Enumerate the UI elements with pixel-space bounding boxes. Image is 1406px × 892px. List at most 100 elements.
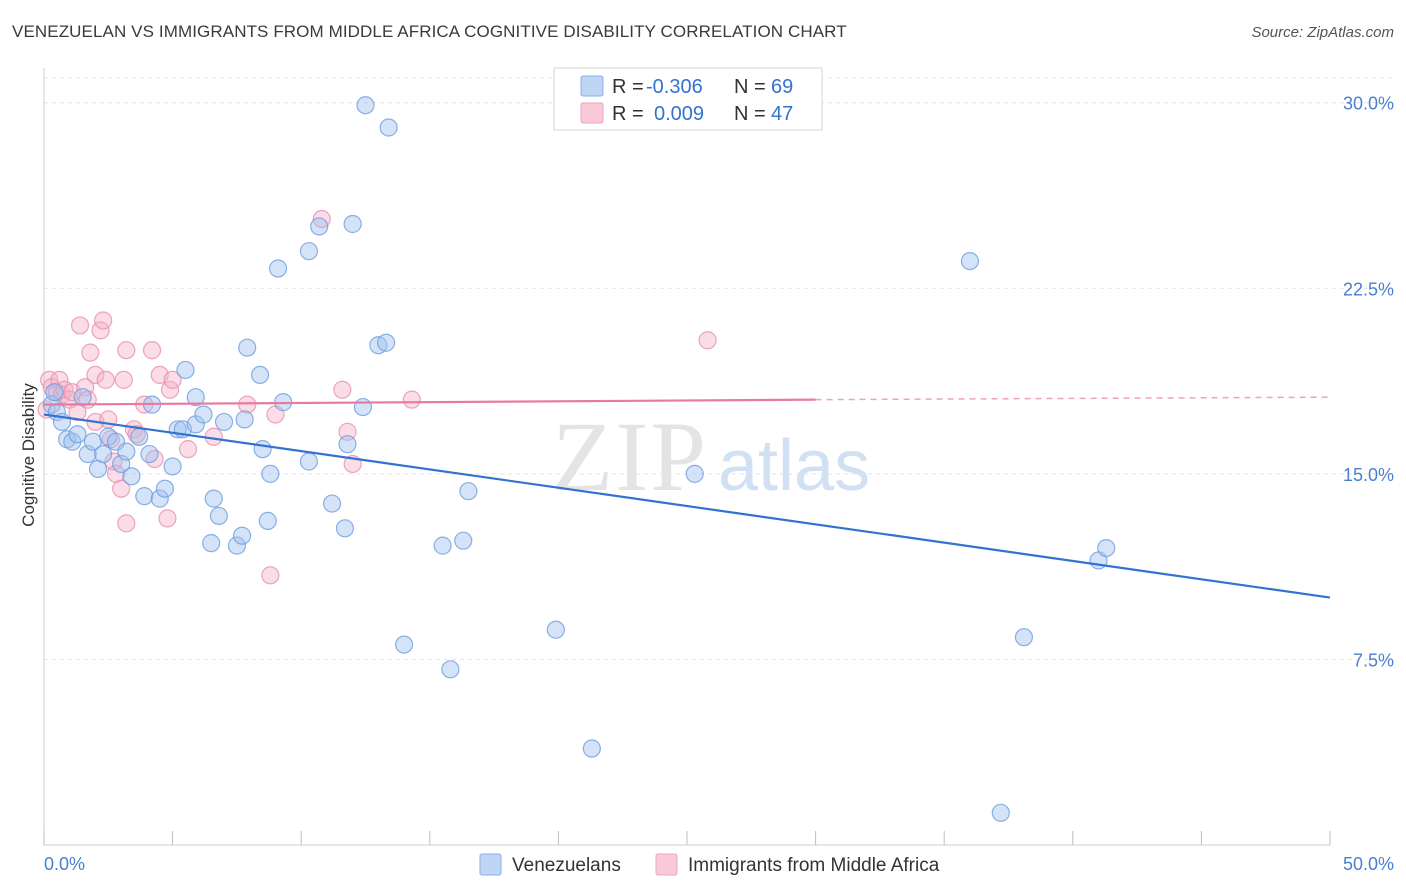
data-point-venezuelan <box>73 388 92 407</box>
data-point-venezuelan <box>117 442 136 461</box>
data-point-venezuelan <box>155 479 174 498</box>
y-tick-label: 15.0% <box>1343 465 1394 485</box>
data-point-middle-africa <box>333 380 352 399</box>
data-point-venezuelan <box>379 118 398 137</box>
y-axis-title: Cognitive Disability <box>19 383 38 527</box>
data-point-venezuelan <box>459 482 478 501</box>
data-point-middle-africa <box>238 395 257 414</box>
gridlines <box>44 77 1392 660</box>
data-point-venezuelan <box>258 511 277 530</box>
data-point-venezuelan <box>204 489 223 508</box>
data-point-venezuelan <box>253 440 272 459</box>
x-tick-label-max: 50.0% <box>1343 854 1394 874</box>
data-point-venezuelan <box>335 519 355 538</box>
source-credit: Source: ZipAtlas.com <box>1251 24 1394 41</box>
data-point-venezuelan <box>1097 538 1116 558</box>
data-point-venezuelan <box>310 217 329 236</box>
chart-title: VENEZUELAN VS IMMIGRANTS FROM MIDDLE AFR… <box>12 22 847 41</box>
data-point-venezuelan <box>1014 628 1034 647</box>
series-venezuelans <box>42 96 1116 822</box>
data-point-venezuelan <box>299 452 319 471</box>
legend-middle-africa-swatch <box>655 853 678 876</box>
data-point-venezuelan <box>685 464 704 483</box>
data-point-middle-africa <box>145 449 164 469</box>
data-point-venezuelan <box>299 242 319 261</box>
legend-n-value-blue: 69 <box>771 76 793 98</box>
data-point-venezuelan <box>343 214 362 234</box>
data-point-venezuelan <box>45 383 64 402</box>
data-point-venezuelan <box>338 435 357 454</box>
legend-r-value-pink: 0.009 <box>654 103 704 125</box>
data-point-venezuelan <box>140 444 159 464</box>
trend-line-middle-africa-extension <box>815 396 1331 401</box>
legend-n-label-blue: N = <box>734 76 766 98</box>
legend-r-label-blue: R = <box>612 76 644 98</box>
legend-middle-africa-label: Immigrants from Middle Africa <box>688 855 940 876</box>
x-axis-ticks <box>43 831 1331 845</box>
trend-lines <box>43 396 1331 599</box>
data-point-venezuelan <box>394 635 414 654</box>
data-point-venezuelan <box>135 487 154 506</box>
data-point-venezuelan <box>68 425 87 444</box>
x-tick-label-min: 0.0% <box>44 854 85 874</box>
data-point-middle-africa <box>127 425 146 444</box>
data-point-middle-africa <box>117 341 136 360</box>
data-point-venezuelan <box>250 365 270 385</box>
data-point-venezuelan <box>194 405 213 424</box>
data-point-venezuelan <box>353 397 373 417</box>
data-point-venezuelan <box>163 457 182 476</box>
data-point-venezuelan <box>376 333 396 352</box>
data-point-venezuelan <box>546 620 565 639</box>
series-legend: Venezuelans Immigrants from Middle Afric… <box>479 853 940 876</box>
data-point-middle-africa <box>158 509 177 528</box>
data-point-middle-africa <box>96 370 115 389</box>
data-point-middle-africa <box>94 311 113 330</box>
data-point-middle-africa <box>81 343 100 362</box>
data-point-middle-africa <box>261 566 280 585</box>
data-point-venezuelan <box>227 536 246 555</box>
data-point-venezuelan <box>186 388 205 407</box>
watermark: ZIP atlas <box>552 401 870 512</box>
y-tick-label: 7.5% <box>1353 650 1394 670</box>
data-point-venezuelan <box>122 467 141 486</box>
data-point-middle-africa <box>312 209 331 229</box>
data-point-venezuelan <box>454 531 473 550</box>
data-point-venezuelan <box>209 506 228 526</box>
data-point-venezuelan <box>94 444 113 464</box>
data-point-venezuelan <box>960 251 980 271</box>
legend-n-value-pink: 47 <box>771 103 793 125</box>
y-tick-label: 30.0% <box>1343 94 1394 114</box>
data-point-venezuelan <box>214 412 234 432</box>
data-point-venezuelan <box>582 739 601 758</box>
y-tick-labels: 7.5% 15.0% 22.5% 30.0% <box>1343 94 1394 671</box>
data-point-middle-africa <box>142 341 162 360</box>
data-point-middle-africa <box>70 316 90 335</box>
data-point-middle-africa <box>338 422 357 441</box>
legend-venezuelans-swatch <box>479 853 502 876</box>
data-point-middle-africa <box>698 331 717 350</box>
watermark-atlas: atlas <box>718 426 870 506</box>
data-point-middle-africa <box>117 514 136 533</box>
legend-venezuelans-label: Venezuelans <box>512 855 621 876</box>
data-point-venezuelan <box>238 338 257 357</box>
legend-n-label-pink: N = <box>734 103 766 125</box>
data-point-venezuelan <box>186 415 205 434</box>
data-point-venezuelan <box>268 259 288 278</box>
data-point-middle-africa <box>86 365 105 385</box>
data-point-venezuelan <box>232 526 252 545</box>
data-point-venezuelan <box>261 464 280 483</box>
data-point-venezuelan <box>356 96 375 115</box>
correlation-legend: R = -0.306 N = 69 R = 0.009 N = 47 <box>553 67 823 131</box>
data-point-middle-africa <box>112 479 131 498</box>
trend-line-venezuelans <box>43 413 1331 599</box>
trend-line-middle-africa <box>43 398 816 406</box>
data-point-middle-africa <box>114 370 133 389</box>
data-point-venezuelan <box>322 494 342 513</box>
data-point-venezuelan <box>441 660 460 679</box>
legend-swatch-pink <box>580 102 604 124</box>
y-tick-label: 22.5% <box>1343 279 1394 299</box>
legend-swatch-blue <box>580 75 604 97</box>
legend-r-value-blue: -0.306 <box>646 76 703 98</box>
watermark-zip: ZIP <box>552 401 708 512</box>
